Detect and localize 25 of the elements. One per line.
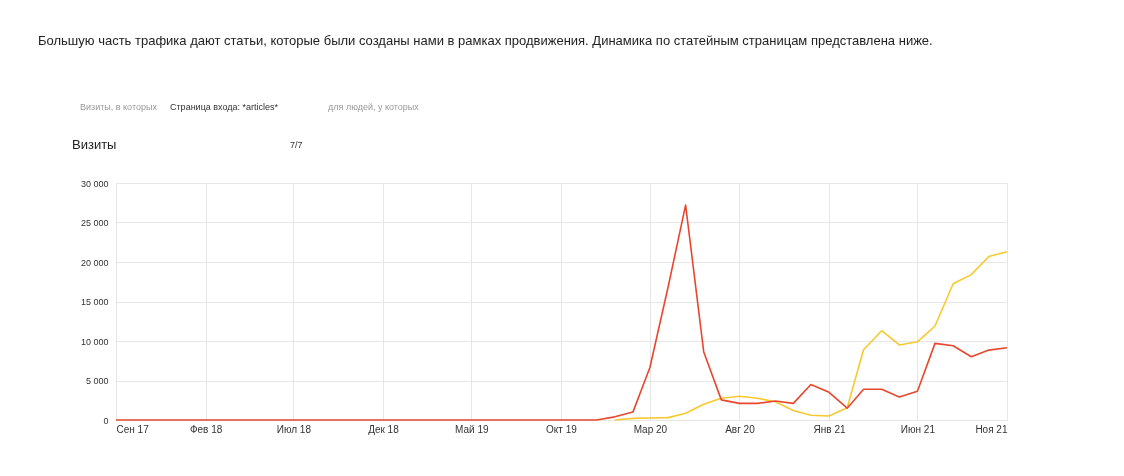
y-tick-label: 15 000 bbox=[80, 297, 109, 307]
x-tick-label: Ноя 21 bbox=[975, 423, 1008, 435]
y-tick-label: 25 000 bbox=[80, 218, 109, 228]
x-tick-label: Мар 20 bbox=[633, 423, 668, 435]
y-tick-label: 20 000 bbox=[80, 257, 109, 268]
chart-title: Большую часть трафика дают статьи, которые были созданы нами в рамках продвижения. Динамика по статейным страницам представлена ниже. bbox=[38, 33, 933, 48]
y-tick-label: 10 000 bbox=[80, 336, 109, 347]
text: 7/7 bbox=[290, 140, 303, 150]
line-series bbox=[613, 250, 1008, 421]
y-tick-label: 0 bbox=[103, 415, 109, 426]
x-tick-label: Дек 18 bbox=[368, 423, 400, 435]
text: для людей, у которых bbox=[328, 102, 420, 112]
y-axis-title: Визиты bbox=[72, 137, 117, 152]
text: Страница входа: *articles* bbox=[170, 102, 279, 112]
x-tick-label: Июн 21 bbox=[900, 423, 936, 435]
text: Визиты, в которых bbox=[80, 102, 158, 112]
x-tick-label: Май 19 bbox=[455, 423, 490, 435]
x-tick-label: Июл 18 bbox=[276, 423, 312, 435]
x-tick-label: Фев 18 bbox=[189, 423, 223, 435]
x-tick-label: Янв 21 bbox=[813, 423, 846, 435]
x-tick-label: Сен 17 bbox=[116, 423, 150, 435]
y-tick-label: 5 000 bbox=[85, 376, 109, 386]
y-tick-label: 30 000 bbox=[80, 178, 109, 189]
x-tick-label: Окт 19 bbox=[546, 423, 578, 435]
x-tick-label: Авг 20 bbox=[725, 423, 756, 435]
